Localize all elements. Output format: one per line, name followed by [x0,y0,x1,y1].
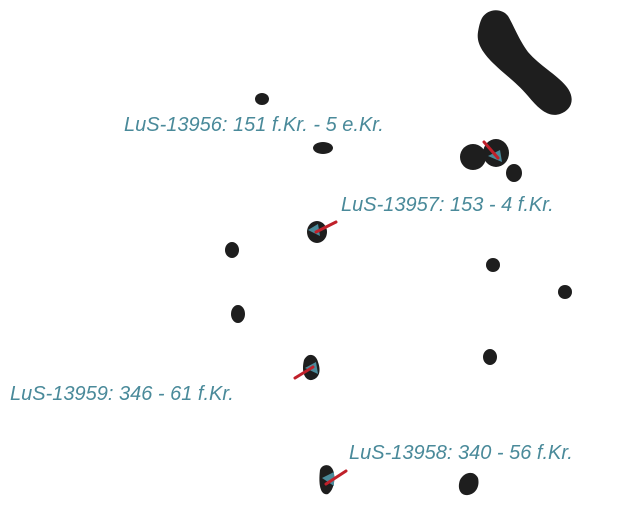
feature-posthole [255,93,269,105]
sample-line-lus-13959 [293,365,315,380]
sample-label-lus-13957: LuS-13957: 153 - 4 f.Kr. [341,194,554,216]
sample-label-lus-13959: LuS-13959: 346 - 61 f.Kr. [10,383,234,405]
feature-posthole [558,285,572,299]
feature-posthole [225,242,239,258]
feature-posthole [460,144,486,170]
sample-line-lus-13956 [482,140,500,160]
sample-line-lus-13958 [324,469,348,486]
feature-large-elongated [477,10,572,115]
feature-posthole [483,349,497,365]
sample-label-lus-13956: LuS-13956: 151 f.Kr. - 5 e.Kr. [124,114,384,136]
feature-posthole [458,472,479,496]
feature-posthole [506,164,522,182]
feature-posthole [486,258,500,272]
feature-posthole [231,305,245,323]
sample-label-lus-13958: LuS-13958: 340 - 56 f.Kr. [349,442,573,464]
feature-posthole [313,142,333,154]
sample-line-lus-13957 [314,220,338,234]
